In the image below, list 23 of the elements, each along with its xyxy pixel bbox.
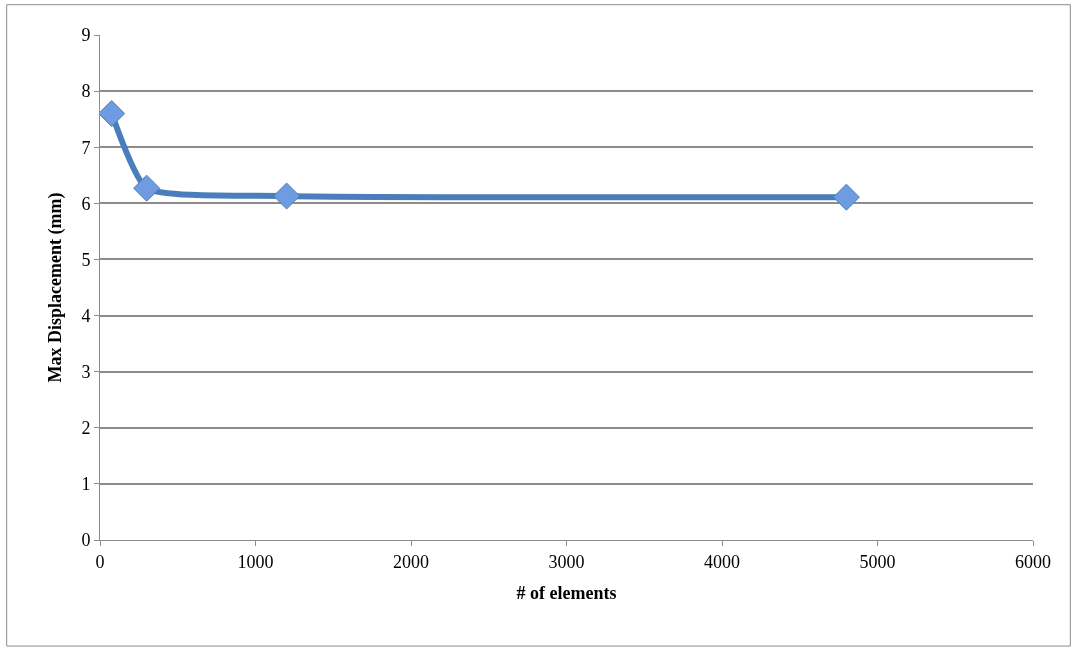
y-tick-label: 2 — [81, 418, 91, 439]
point — [100, 100, 126, 128]
x-axis-title: # of elements — [516, 582, 617, 603]
y-tick-label: 3 — [81, 361, 91, 382]
x-tick-label: 5000 — [859, 551, 896, 572]
y-tick-label: 5 — [81, 249, 91, 270]
point — [133, 174, 161, 202]
x-tick-label: 1000 — [237, 551, 274, 572]
y-tick-label: 6 — [81, 193, 91, 214]
y-axis-title: Max Displacement (mm) — [44, 192, 66, 383]
x-tick-label: 3000 — [548, 551, 585, 572]
x-tick-label: 6000 — [1015, 551, 1051, 572]
y-tick-label: 4 — [81, 305, 91, 326]
x-tick-label: 4000 — [704, 551, 740, 572]
y-tick-label: 8 — [81, 81, 91, 102]
x-tick-label: 0 — [95, 551, 105, 572]
y-tick-label: 9 — [81, 25, 91, 46]
point — [273, 182, 301, 210]
x-tick-label: 2000 — [393, 551, 429, 572]
y-tick-label: 7 — [81, 137, 91, 158]
y-tick-label: 0 — [81, 530, 91, 551]
y-tick-label: 1 — [81, 474, 91, 495]
point — [832, 183, 860, 211]
